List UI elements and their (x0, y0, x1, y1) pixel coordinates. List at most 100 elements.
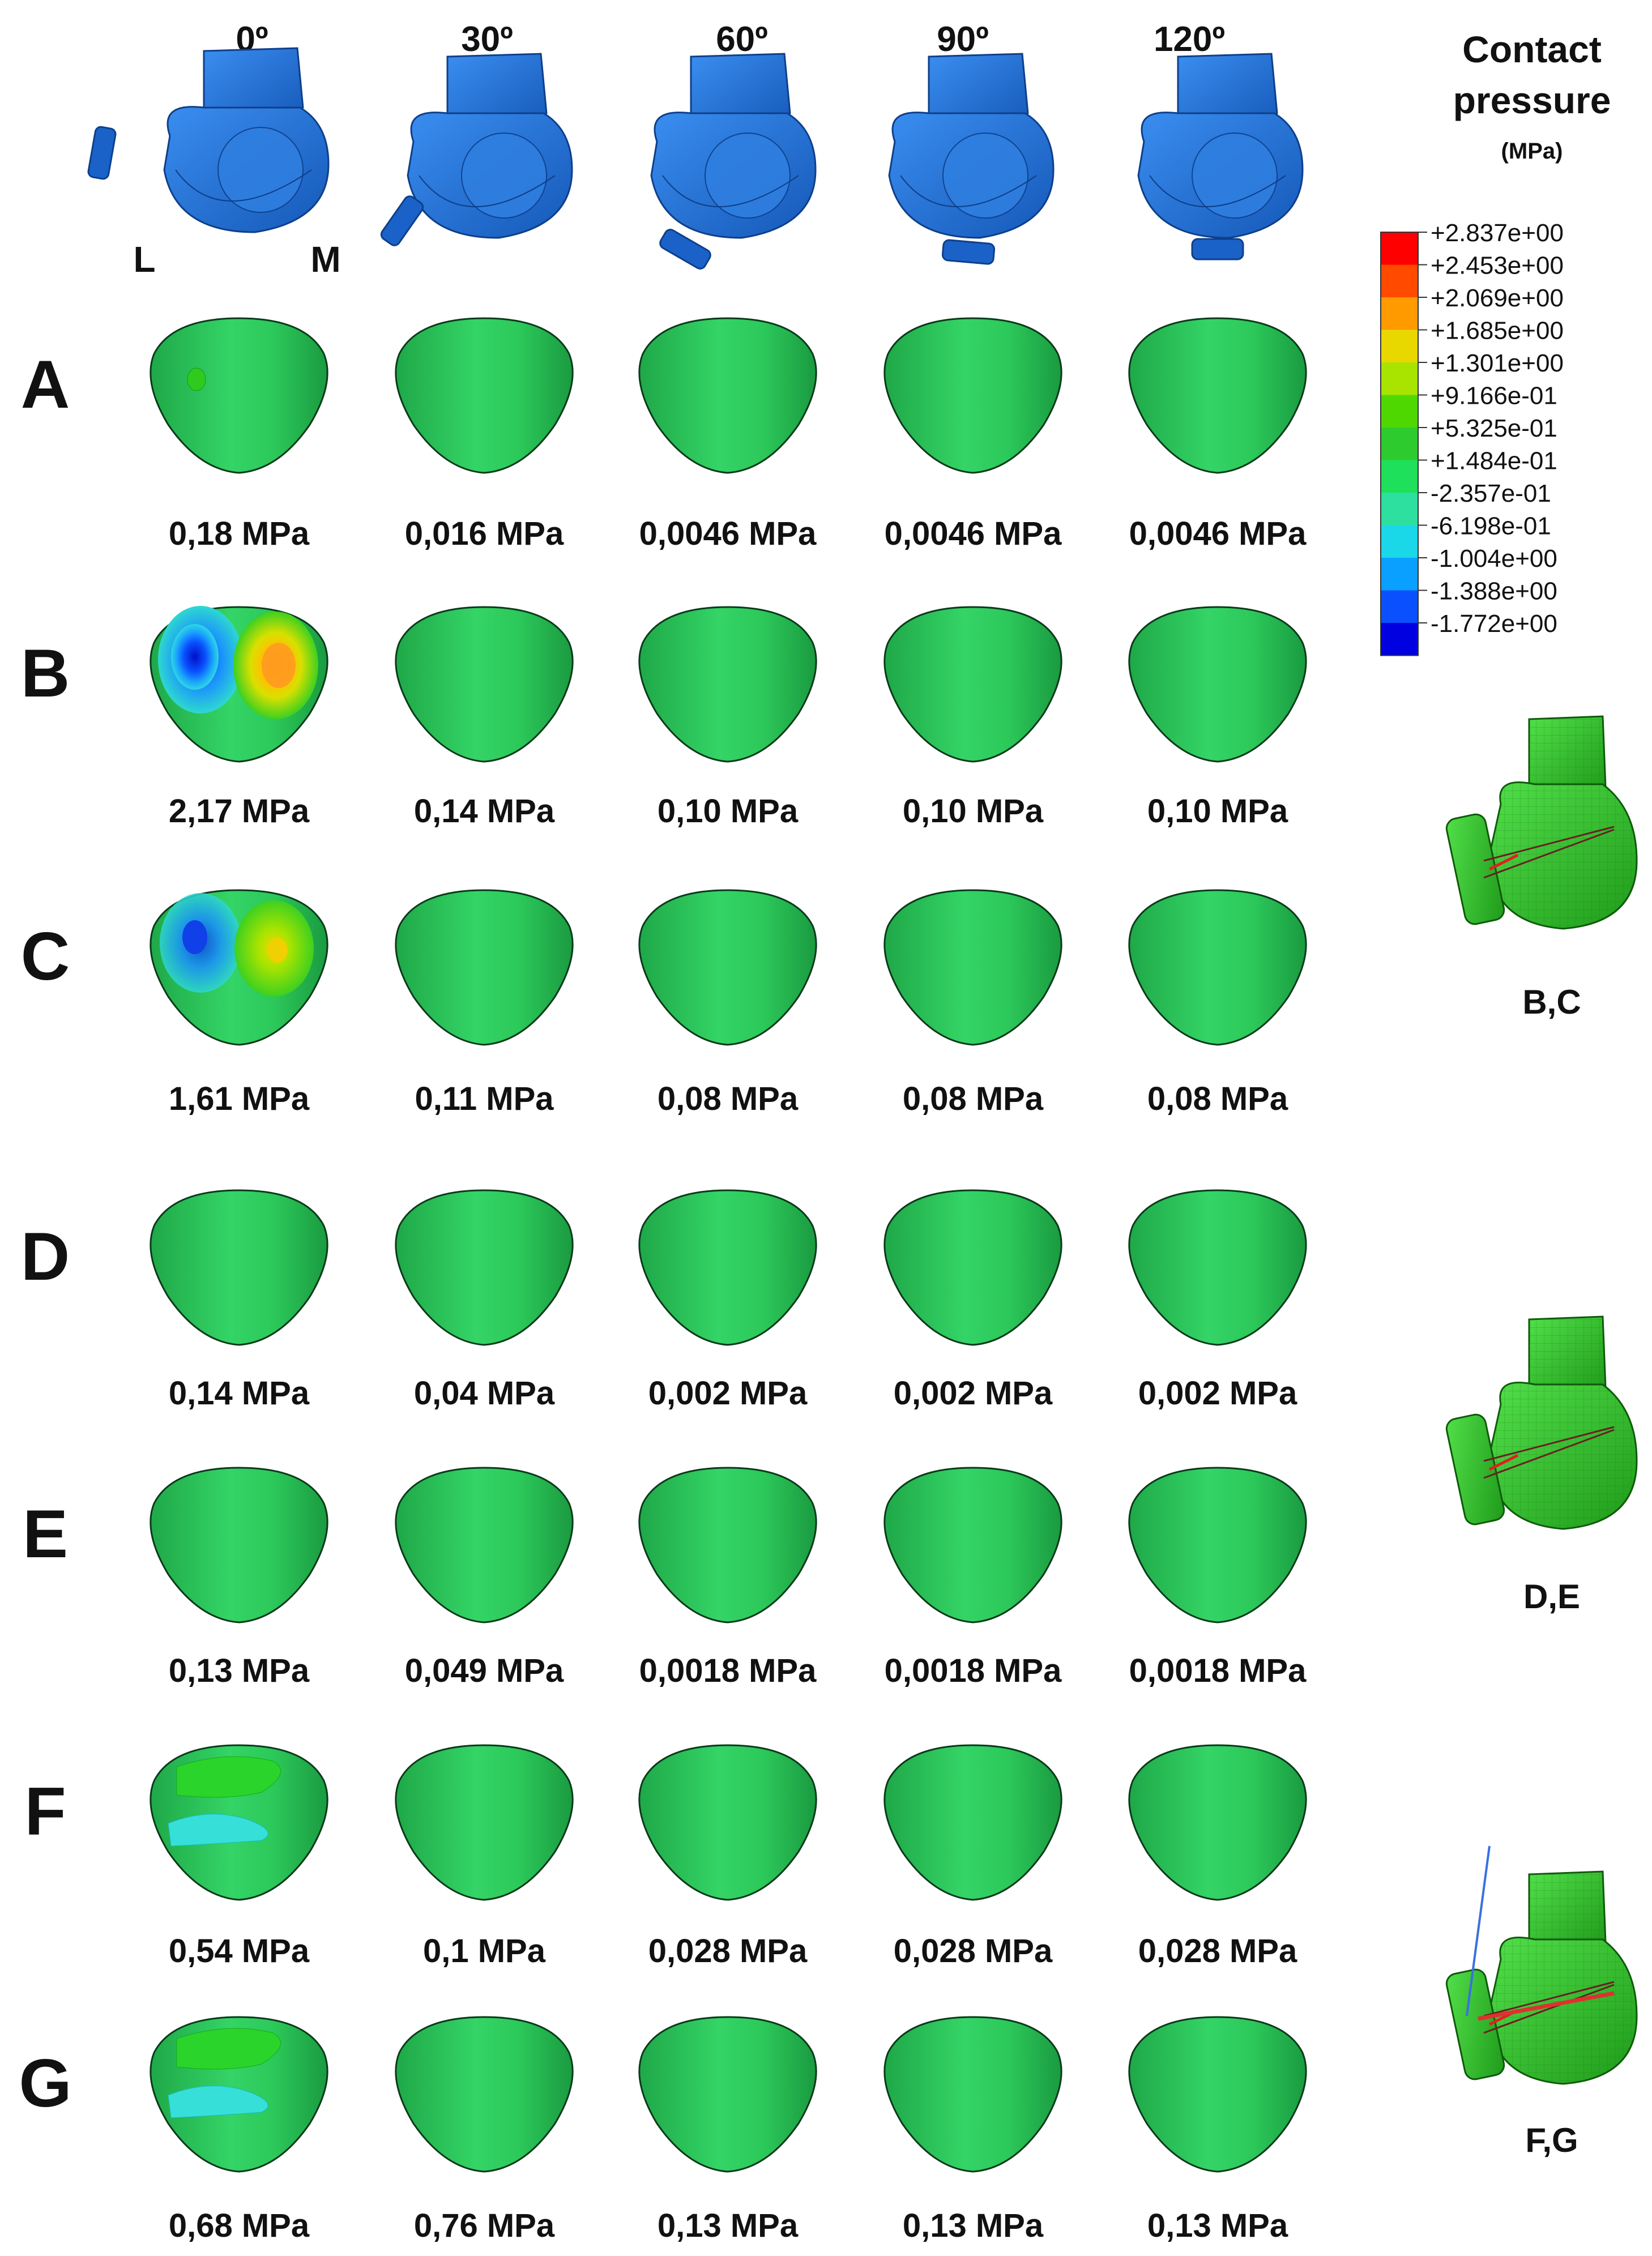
angle-header-4: 120º (1154, 20, 1225, 59)
patella-1-4 (1128, 606, 1307, 763)
legend-value-3: +1.685e+00 (1431, 317, 1564, 345)
row-label-D: D (21, 1219, 70, 1294)
legend-value-11: -1.388e+00 (1431, 578, 1557, 605)
legend-swatch-10 (1381, 558, 1418, 591)
lateral-label: L (133, 239, 155, 280)
pressure-value-D-4: 0,002 MPa (1138, 1375, 1297, 1412)
pressure-value-E-3: 0,0018 MPa (885, 1652, 1062, 1689)
femur-model-2 (650, 53, 817, 270)
patella-0-3 (883, 317, 1062, 474)
legend-swatch-5 (1381, 395, 1418, 428)
patella-5-0 (150, 1744, 328, 1901)
patella-0-4 (1128, 317, 1307, 474)
row-label-F: F (24, 1774, 66, 1849)
legend-unit: (MPa) (1501, 139, 1563, 164)
pressure-value-B-0: 2,17 MPa (169, 793, 310, 830)
femur-model-4 (1137, 53, 1304, 260)
patella-5-4 (1128, 1744, 1307, 1901)
patella-4-1 (395, 1467, 574, 1623)
mesh-model-1 (1445, 1315, 1638, 1530)
model-label-0: B,C (1522, 983, 1581, 1021)
pressure-value-A-4: 0,0046 MPa (1129, 515, 1307, 552)
pressure-value-B-1: 0,14 MPa (414, 793, 555, 830)
patella-0-2 (638, 317, 817, 474)
pressure-value-F-1: 0,1 MPa (423, 1933, 546, 1969)
legend-title-line1: Contact (1462, 28, 1602, 70)
patella-3-0 (150, 1189, 328, 1346)
patella-4-0 (150, 1467, 328, 1623)
patella-1-0 (150, 606, 328, 763)
patella-0-1 (395, 317, 574, 474)
legend-value-5: +9.166e-01 (1431, 382, 1557, 410)
pressure-value-C-2: 0,08 MPa (658, 1080, 799, 1117)
patella-6-0 (150, 2016, 328, 2173)
patella-1-3 (883, 606, 1062, 763)
legend-value-0: +2.837e+00 (1431, 219, 1564, 247)
pressure-value-C-0: 1,61 MPa (169, 1080, 310, 1117)
patella-3-1 (395, 1189, 574, 1346)
row-label-G: G (19, 2045, 71, 2121)
model-label-2: F,G (1525, 2121, 1578, 2159)
pressure-value-G-2: 0,13 MPa (658, 2207, 799, 2244)
pressure-value-E-0: 0,13 MPa (169, 1652, 310, 1689)
femur-model-3 (888, 53, 1055, 265)
pressure-value-F-2: 0,028 MPa (648, 1933, 808, 1969)
legend-value-6: +5.325e-01 (1431, 415, 1557, 442)
patella-5-1 (395, 1744, 574, 1901)
pressure-value-F-4: 0,028 MPa (1138, 1933, 1297, 1969)
legend-swatch-11 (1381, 590, 1418, 623)
pressure-value-B-3: 0,10 MPa (903, 793, 1044, 830)
medial-label: M (310, 239, 340, 280)
pressure-value-D-2: 0,002 MPa (648, 1375, 808, 1412)
pressure-value-A-3: 0,0046 MPa (885, 515, 1062, 552)
legend-swatch-1 (1381, 264, 1418, 297)
patella-3-2 (638, 1189, 817, 1346)
patella-2-2 (638, 889, 817, 1046)
legend-frame (1380, 232, 1419, 656)
pressure-value-C-3: 0,08 MPa (903, 1080, 1044, 1117)
mesh-model-2 (1445, 1845, 1638, 2085)
legend-swatch-0 (1381, 232, 1418, 265)
femur-model-0 (87, 47, 330, 233)
patella-4-4 (1128, 1467, 1307, 1623)
pressure-value-C-1: 0,11 MPa (415, 1080, 554, 1117)
legend-value-9: -6.198e-01 (1431, 512, 1551, 540)
row-label-B: B (21, 635, 70, 711)
legend-swatch-8 (1381, 493, 1418, 525)
patella-1-2 (638, 606, 817, 763)
legend-swatch-3 (1381, 330, 1418, 362)
row-label-C: C (21, 918, 70, 994)
legend-value-2: +2.069e+00 (1431, 284, 1564, 312)
pressure-value-D-0: 0,14 MPa (169, 1375, 310, 1412)
legend-value-1: +2.453e+00 (1431, 252, 1564, 280)
legend-swatch-4 (1381, 362, 1418, 395)
legend-value-4: +1.301e+00 (1431, 349, 1564, 377)
patella-3-3 (883, 1189, 1062, 1346)
legend-value-7: +1.484e-01 (1431, 447, 1557, 475)
patella-4-3 (883, 1467, 1062, 1623)
pressure-value-D-3: 0,002 MPa (894, 1375, 1053, 1412)
legend-value-12: -1.772e+00 (1431, 610, 1557, 638)
patella-5-2 (638, 1744, 817, 1901)
pressure-value-E-2: 0,0018 MPa (639, 1652, 817, 1689)
patella-6-1 (395, 2016, 574, 2173)
patella-6-4 (1128, 2016, 1307, 2173)
pressure-value-D-1: 0,04 MPa (414, 1375, 555, 1412)
pressure-value-G-1: 0,76 MPa (414, 2207, 555, 2244)
legend-value-8: -2.357e-01 (1431, 480, 1551, 507)
patella-3-4 (1128, 1189, 1307, 1346)
femur-model-1 (380, 53, 573, 246)
legend-swatch-12 (1381, 623, 1418, 656)
legend-swatch-9 (1381, 525, 1418, 558)
patella-0-0 (150, 317, 328, 474)
patella-1-1 (395, 606, 574, 763)
pressure-value-E-4: 0,0018 MPa (1129, 1652, 1307, 1689)
legend-swatch-2 (1381, 297, 1418, 330)
patella-4-2 (638, 1467, 817, 1623)
pressure-value-B-4: 0,10 MPa (1147, 793, 1288, 830)
angle-header-1: 30º (461, 20, 513, 59)
legend-swatch-6 (1381, 428, 1418, 460)
legend-title-line2: pressure (1453, 79, 1611, 121)
pressure-value-E-1: 0,049 MPa (405, 1652, 564, 1689)
